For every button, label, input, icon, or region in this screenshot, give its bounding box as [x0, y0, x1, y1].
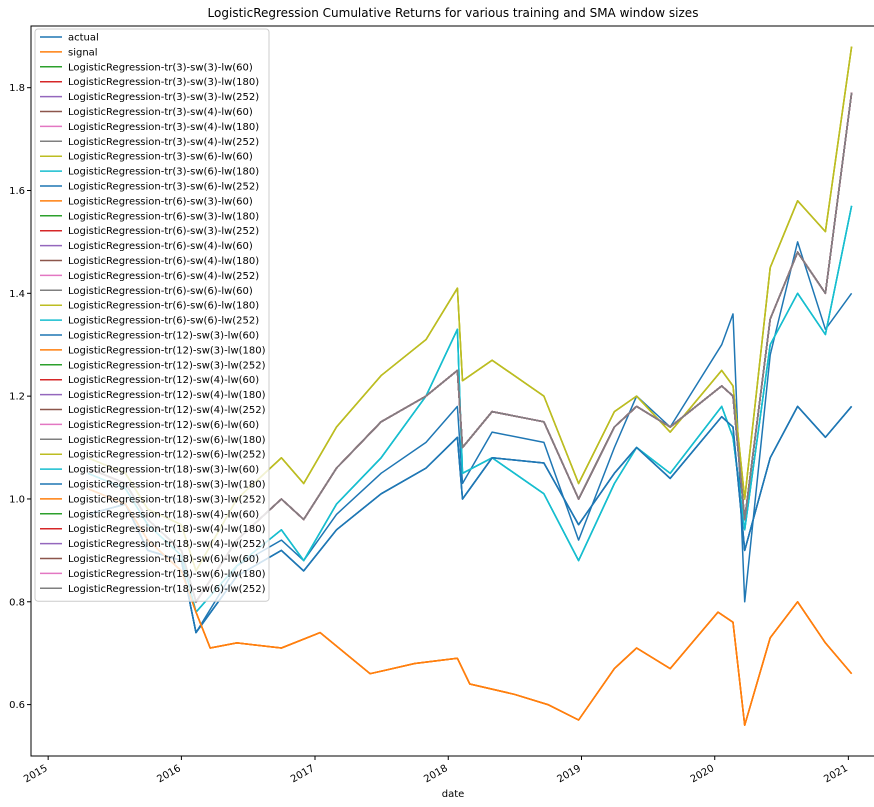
x-tick-label: 2017 [289, 763, 317, 785]
legend-label: LogisticRegression-tr(6)-sw(6)-lw(60) [68, 286, 253, 297]
chart-title: LogisticRegression Cumulative Returns fo… [208, 6, 699, 20]
legend-label: LogisticRegression-tr(12)-sw(4)-lw(180) [68, 390, 266, 401]
legend-label: LogisticRegression-tr(12)-sw(4)-lw(60) [68, 375, 259, 386]
legend-label: LogisticRegression-tr(12)-sw(6)-lw(60) [68, 420, 259, 431]
legend-label: LogisticRegression-tr(18)-sw(4)-lw(252) [68, 539, 266, 550]
legend-label: LogisticRegression-tr(6)-sw(3)-lw(252) [68, 226, 259, 237]
x-tick-label: 2021 [822, 763, 850, 785]
legend-label: LogisticRegression-tr(6)-sw(4)-lw(180) [68, 256, 259, 267]
y-tick-label: 1.6 [9, 186, 25, 197]
legend-label: LogisticRegression-tr(18)-sw(3)-lw(60) [68, 465, 259, 476]
legend-label: LogisticRegression-tr(12)-sw(6)-lw(180) [68, 435, 266, 446]
legend-label: LogisticRegression-tr(6)-sw(3)-lw(180) [68, 211, 259, 222]
legend-label: LogisticRegression-tr(3)-sw(3)-lw(60) [68, 62, 253, 73]
x-tick-label: 2016 [155, 763, 183, 785]
series-line-31 [87, 488, 853, 726]
y-axis: 0.6 0.8 1.0 1.2 1.4 1.6 1.8 [9, 83, 31, 711]
y-tick-label: 1.8 [9, 83, 25, 94]
x-tick-label: 2018 [422, 763, 450, 785]
legend-label: actual [68, 33, 99, 44]
series-line-29 [87, 205, 853, 613]
legend-label: LogisticRegression-tr(18)-sw(3)-lw(180) [68, 480, 266, 491]
legend-box [34, 28, 270, 602]
axes-frame [30, 25, 874, 757]
legend-label: LogisticRegression-tr(12)-sw(4)-lw(252) [68, 405, 266, 416]
x-axis-label: date [442, 789, 465, 800]
legend-label: LogisticRegression-tr(3)-sw(6)-lw(252) [68, 182, 259, 193]
legend-label: LogisticRegression-tr(18)-sw(4)-lw(180) [68, 524, 266, 535]
legend-label: LogisticRegression-tr(12)-sw(6)-lw(252) [68, 450, 266, 461]
legend-label: LogisticRegression-tr(3)-sw(6)-lw(180) [68, 167, 259, 178]
series-line-0 [87, 241, 853, 634]
legend-label: LogisticRegression-tr(3)-sw(4)-lw(60) [68, 107, 253, 118]
x-tick-label: 2015 [22, 763, 50, 785]
x-axis: 2015 2016 2017 2018 2019 2020 2021 [22, 756, 850, 785]
y-tick-label: 0.8 [9, 597, 25, 608]
legend-label: LogisticRegression-tr(6)-sw(6)-lw(252) [68, 316, 259, 327]
legend-label: LogisticRegression-tr(3)-sw(3)-lw(252) [68, 92, 259, 103]
legend-label: LogisticRegression-tr(12)-sw(3)-lw(180) [68, 345, 266, 356]
y-tick-label: 1.0 [9, 494, 25, 505]
legend-label: LogisticRegression-tr(3)-sw(6)-lw(60) [68, 152, 253, 163]
legend-label: LogisticRegression-tr(12)-sw(3)-lw(60) [68, 331, 259, 342]
legend-label: LogisticRegression-tr(6)-sw(6)-lw(180) [68, 301, 259, 312]
legend-label: LogisticRegression-tr(3)-sw(3)-lw(180) [68, 77, 259, 88]
legend-label: LogisticRegression-tr(3)-sw(4)-lw(252) [68, 137, 259, 148]
legend-label: LogisticRegression-tr(6)-sw(4)-lw(252) [68, 271, 259, 282]
legend-label: LogisticRegression-tr(6)-sw(4)-lw(60) [68, 241, 253, 252]
legend-label: LogisticRegression-tr(3)-sw(4)-lw(180) [68, 122, 259, 133]
legend-label: LogisticRegression-tr(18)-sw(6)-lw(60) [68, 554, 259, 565]
y-tick-label: 1.2 [9, 392, 25, 403]
y-tick-label: 0.6 [9, 700, 25, 711]
series-line-30 [87, 405, 853, 634]
legend-label: LogisticRegression-tr(18)-sw(6)-lw(180) [68, 569, 266, 580]
x-tick-label: 2019 [555, 763, 583, 785]
legend-label: LogisticRegression-tr(18)-sw(4)-lw(60) [68, 509, 259, 520]
legend-label: LogisticRegression-tr(6)-sw(3)-lw(60) [68, 196, 253, 207]
legend-label: LogisticRegression-tr(18)-sw(6)-lw(252) [68, 584, 266, 595]
legend-label: signal [68, 47, 98, 58]
x-tick-label: 2020 [689, 763, 717, 785]
y-tick-label: 1.4 [9, 289, 25, 300]
legend-label: LogisticRegression-tr(12)-sw(3)-lw(252) [68, 360, 266, 371]
legend-label: LogisticRegression-tr(18)-sw(3)-lw(252) [68, 494, 266, 505]
legend: actual signal LogisticRegression-tr(3)-sw(… [34, 28, 270, 602]
